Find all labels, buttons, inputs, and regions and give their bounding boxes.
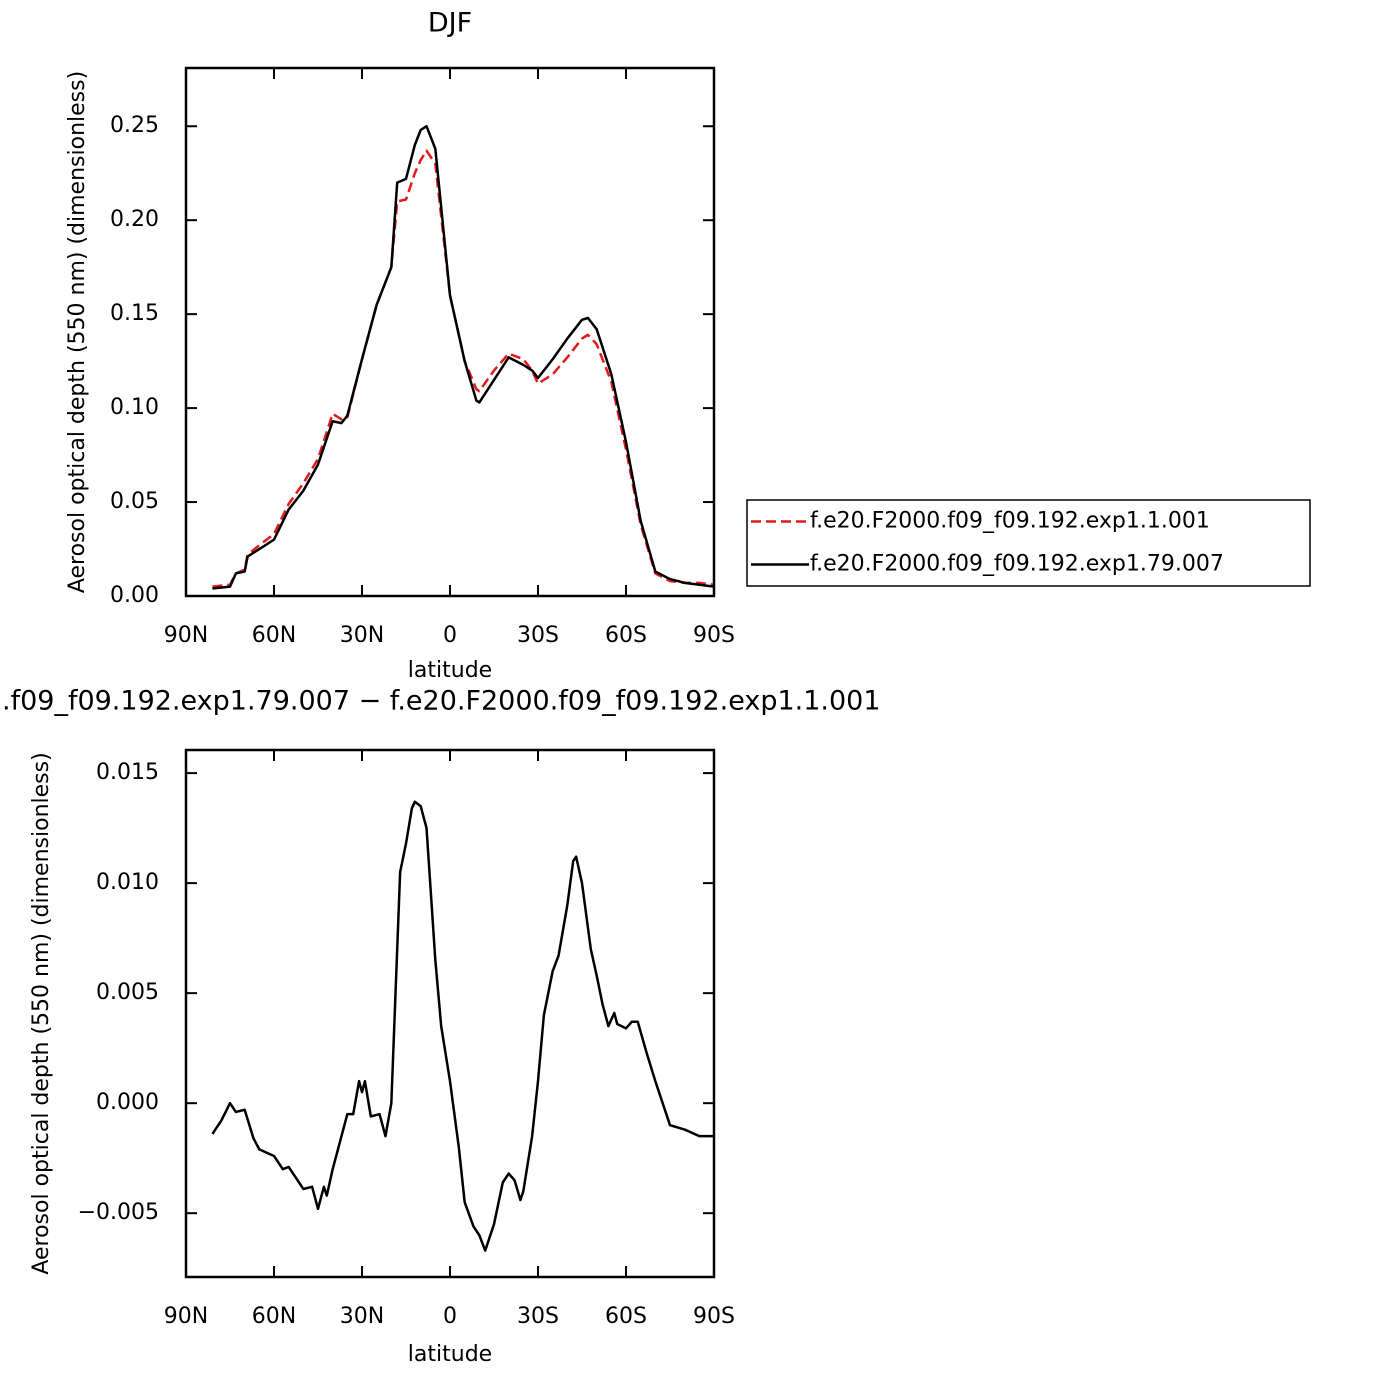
y-tick-label: 0.015 — [96, 760, 159, 785]
chart-title: DJF — [428, 8, 472, 39]
x-tick-label: 90S — [693, 623, 735, 648]
x-axis-label: latitude — [408, 1342, 492, 1367]
legend-box — [746, 499, 1311, 587]
x-tick-label: 90N — [164, 623, 208, 648]
y-tick-label: 0.25 — [110, 113, 159, 138]
y-tick-label: 0.005 — [96, 980, 159, 1005]
x-axis-label: latitude — [408, 658, 492, 683]
x-tick-label: 30N — [340, 623, 384, 648]
x-tick-label: 60S — [605, 623, 647, 648]
x-tick-label: 90S — [693, 1304, 735, 1329]
x-tick-label: 90N — [164, 1304, 208, 1329]
x-tick-label: 60N — [252, 623, 296, 648]
legend-label: f.e20.F2000.f09_f09.192.exp1.1.001 — [810, 509, 1210, 534]
data-line — [212, 149, 715, 588]
x-tick-label: 30S — [517, 623, 559, 648]
legend-label: f.e20.F2000.f09_f09.192.exp1.79.007 — [810, 552, 1224, 577]
x-tick-label: 0 — [443, 623, 457, 648]
data-line — [211, 800, 714, 1252]
y-axis-label: Aerosol optical depth (550 nm) (dimensio… — [65, 71, 90, 593]
y-tick-label: 0.010 — [96, 870, 159, 895]
chart-title: .f09_f09.192.exp1.79.007 − f.e20.F2000.f… — [2, 686, 881, 717]
plot-frame — [184, 66, 716, 598]
data-line — [212, 125, 715, 590]
y-tick-label: 0.05 — [110, 489, 159, 514]
x-tick-label: 60S — [605, 1304, 647, 1329]
x-tick-label: 0 — [443, 1304, 457, 1329]
x-tick-label: 30N — [340, 1304, 384, 1329]
y-tick-label: 0.15 — [110, 301, 159, 326]
x-tick-label: 30S — [517, 1304, 559, 1329]
x-tick-label: 60N — [252, 1304, 296, 1329]
y-tick-label: 0.10 — [110, 395, 159, 420]
y-axis-label: Aerosol optical depth (550 nm) (dimensio… — [29, 752, 54, 1274]
plot-frame — [184, 748, 716, 1279]
y-tick-label: 0.00 — [110, 583, 159, 608]
y-tick-label: 0.20 — [110, 207, 159, 232]
y-tick-label: 0.000 — [96, 1090, 159, 1115]
y-tick-label: −0.005 — [78, 1200, 159, 1225]
